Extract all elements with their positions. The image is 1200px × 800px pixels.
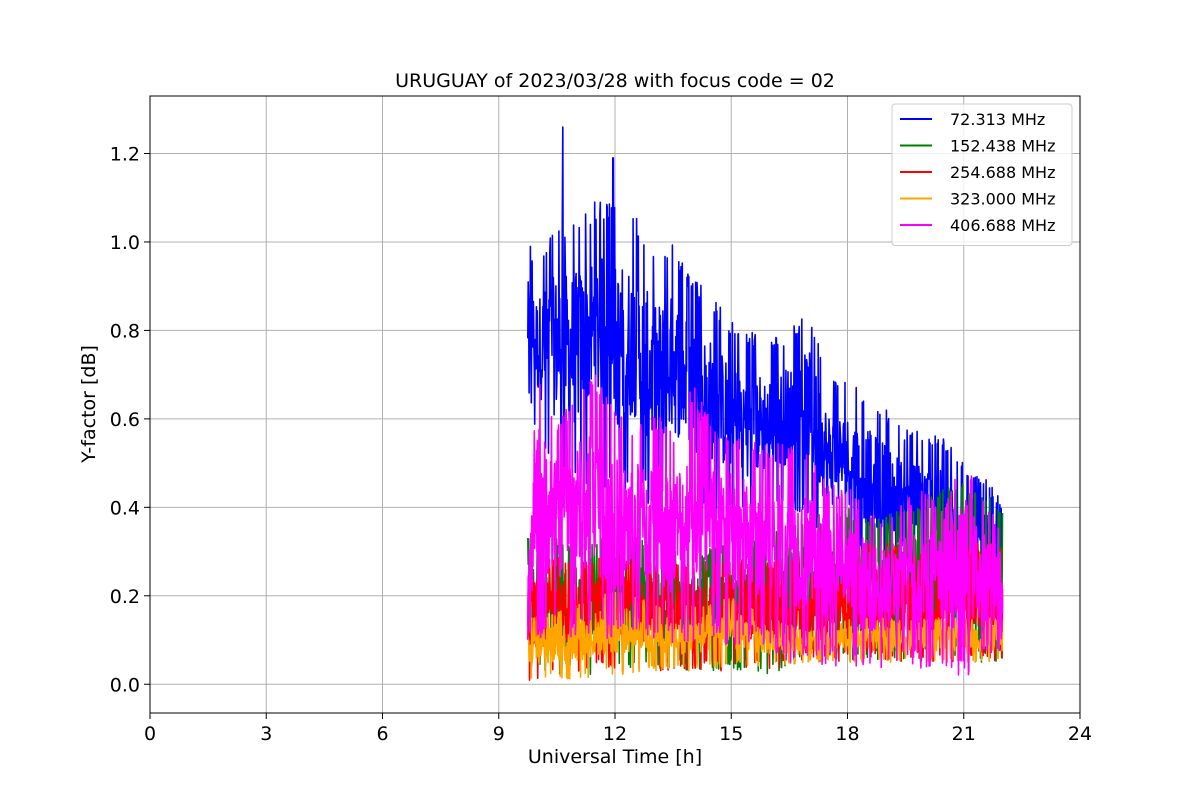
legend-label: 323.000 MHz (950, 190, 1055, 209)
x-tick-label: 6 (376, 723, 388, 745)
series-line (527, 374, 1004, 676)
y-tick-label: 0.4 (110, 497, 140, 519)
x-tick-label: 3 (260, 723, 272, 745)
y-axis: 0.0 0.2 0.4 0.6 0.8 1.0 1.2 (110, 143, 150, 696)
x-tick-label: 12 (603, 723, 627, 745)
x-tick-label: 9 (493, 723, 505, 745)
y-tick-label: 0.8 (110, 320, 140, 342)
y-axis-label: Y-factor [dB] (78, 345, 100, 464)
chart-title: URUGUAY of 2023/03/28 with focus code = … (395, 70, 835, 92)
y-tick-label: 0.0 (110, 674, 140, 696)
y-tick-label: 1.2 (110, 143, 140, 165)
legend-label: 254.688 MHz (950, 163, 1055, 182)
legend-label: 72.313 MHz (950, 110, 1045, 129)
legend-label: 406.688 MHz (950, 216, 1055, 235)
series-layer (527, 126, 1004, 681)
y-tick-label: 0.2 (110, 586, 140, 608)
y-tick-label: 1.0 (110, 232, 140, 254)
legend-label: 152.438 MHz (950, 137, 1055, 156)
x-tick-label: 24 (1068, 723, 1092, 745)
x-tick-label: 18 (835, 723, 859, 745)
legend-box (891, 103, 1073, 246)
x-tick-label: 0 (144, 723, 156, 745)
legend: 72.313 MHz 152.438 MHz 254.688 MHz 323.000 … (891, 103, 1073, 246)
x-tick-label: 21 (952, 723, 976, 745)
x-axis: 0 3 6 9 12 15 18 21 24 (144, 713, 1092, 745)
x-axis-label: Universal Time [h] (528, 746, 702, 768)
y-tick-label: 0.6 (110, 409, 140, 431)
x-tick-label: 15 (719, 723, 743, 745)
